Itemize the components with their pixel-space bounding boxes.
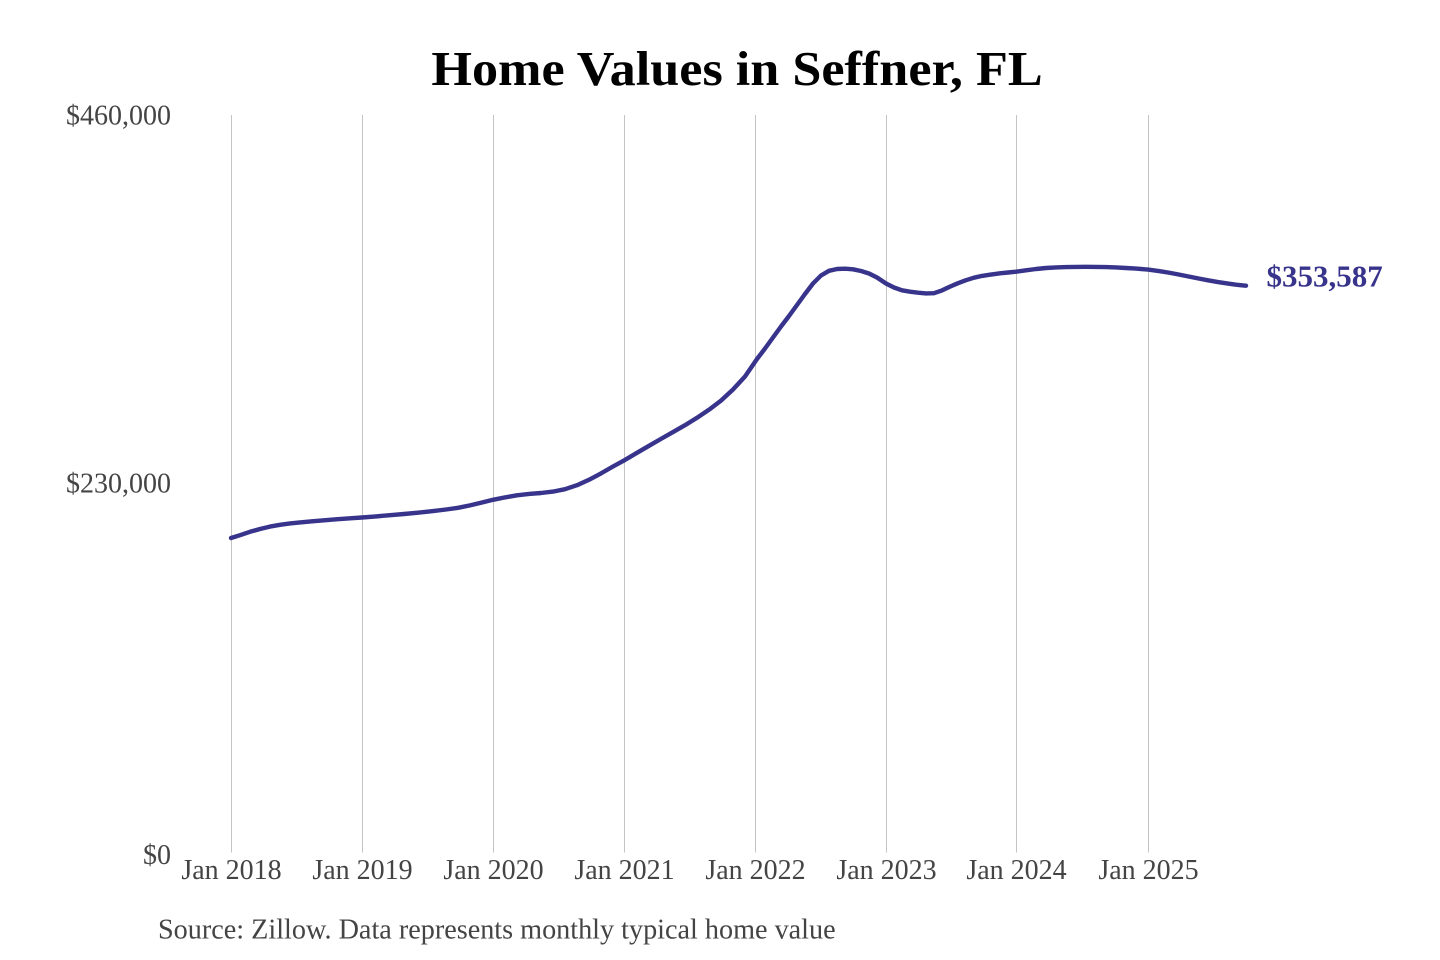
- svg-text:Jan 2025: Jan 2025: [1098, 855, 1198, 886]
- svg-text:Home Values in Seffner, FL: Home Values in Seffner, FL: [431, 42, 1042, 96]
- svg-text:Jan 2019: Jan 2019: [312, 855, 412, 886]
- svg-text:Jan 2018: Jan 2018: [181, 855, 281, 886]
- svg-text:$0: $0: [143, 840, 171, 871]
- svg-text:$230,000: $230,000: [66, 469, 171, 500]
- svg-text:Jan 2021: Jan 2021: [574, 855, 674, 886]
- svg-text:Jan 2020: Jan 2020: [443, 855, 543, 886]
- svg-text:$353,587: $353,587: [1267, 258, 1383, 293]
- svg-text:Source: Zillow. Data represent: Source: Zillow. Data represents monthly …: [158, 914, 836, 945]
- svg-text:Jan 2024: Jan 2024: [966, 855, 1066, 886]
- svg-text:$460,000: $460,000: [66, 101, 171, 132]
- svg-text:Jan 2023: Jan 2023: [836, 855, 936, 886]
- svg-text:Jan 2022: Jan 2022: [705, 855, 805, 886]
